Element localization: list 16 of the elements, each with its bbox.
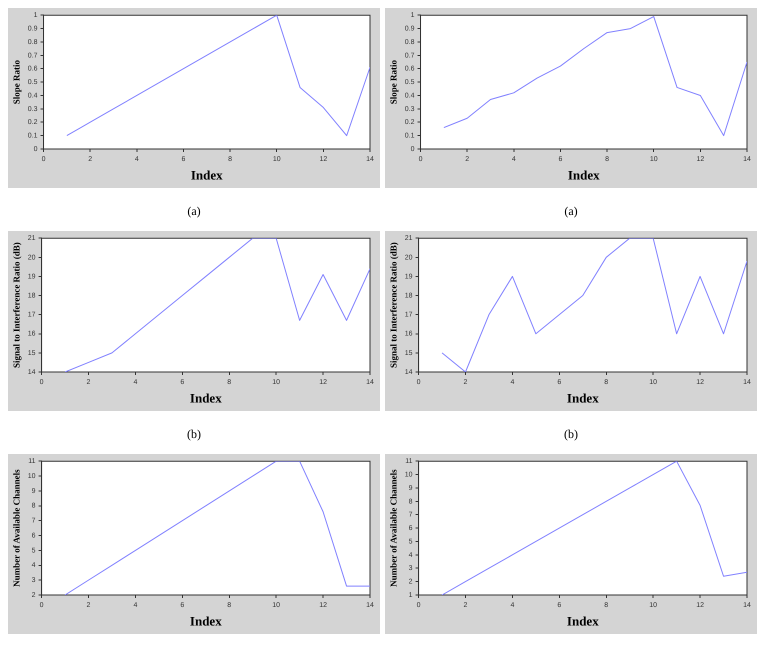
x-axis-title: Index [566, 614, 600, 629]
text: (a) [186, 203, 202, 220]
y-axis-title: Slope Ratio [388, 59, 399, 104]
text: (a) [563, 203, 579, 220]
text: (b) [186, 426, 202, 443]
y-axis-title: Signal to Interference Ratio (dB) [12, 242, 22, 368]
text: (b) [563, 426, 579, 443]
y-axis-title: Number of Available Channels [388, 468, 399, 587]
y-axis-title: Slope Ratio [12, 59, 22, 104]
x-axis-title: Index [190, 614, 222, 629]
x-axis-title: Index [568, 168, 600, 183]
y-axis-title: Signal to Interference Ratio (dB) [388, 242, 399, 368]
x-axis-title: Index [566, 390, 600, 406]
x-axis-title: Index [190, 168, 224, 183]
y-axis-title: Number of Available Channels [12, 468, 22, 587]
x-axis-title: Index [190, 390, 222, 406]
